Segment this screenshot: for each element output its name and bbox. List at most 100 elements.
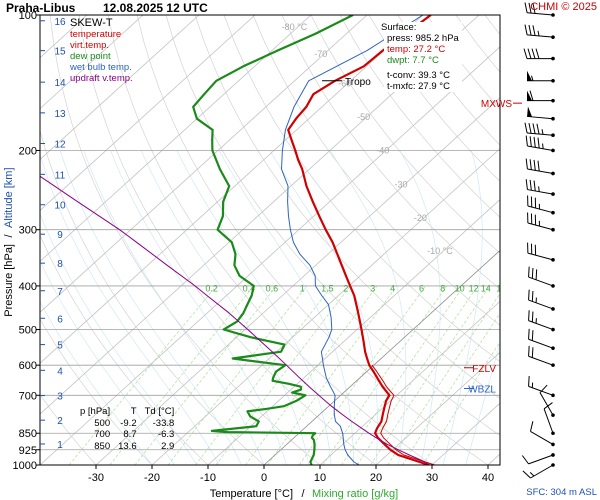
wind-barb-staff: [528, 320, 554, 331]
wind-barb-flag: [531, 330, 534, 341]
wind-barb-flag: [529, 90, 534, 101]
altitude-tick-label: 16: [54, 17, 66, 28]
wind-barb-flag: [524, 122, 528, 134]
chart-series-group: [40, 15, 435, 465]
wind-barb-flag: [528, 328, 530, 340]
table-row: 850 13.6 2.9: [76, 441, 178, 453]
wind-barb-pennant: [527, 90, 532, 101]
y-tick-label: 1000: [13, 460, 37, 472]
altitude-tick-label: 4: [57, 366, 63, 377]
mixing-ratio-label: 10: [455, 284, 465, 294]
table-cell: -9.2: [120, 417, 137, 429]
wind-barb-staff: [527, 115, 554, 120]
wind-barb-flag: [522, 470, 531, 479]
wind-barb-flag: [537, 137, 540, 149]
wind-barb: [523, 48, 555, 61]
wind-barb-flag: [543, 402, 553, 410]
wind-barb-flag: [529, 179, 532, 191]
table-header-pressure: p [hPa]: [80, 406, 111, 417]
wind-barb: [525, 135, 555, 153]
isotherm-line: [487, 453, 500, 465]
wind-barbs: [521, 2, 555, 479]
isotherm-line: [40, 15, 200, 161]
wind-barb-flag: [528, 24, 532, 36]
wind-barb-half-flag: [537, 30, 540, 37]
wind-barb-flag: [529, 136, 532, 147]
wind-barb-staff: [527, 12, 554, 16]
chart-tick-labels: -30 -20 -10 0 10 20 30 401002003004005006007008…: [13, 10, 495, 484]
surface-press: press: 985.2 hPa: [387, 33, 459, 44]
mixing-ratio-label: 12: [469, 284, 479, 294]
altitude-tick-label: 3: [57, 392, 63, 403]
isotherm-line: [40, 15, 144, 110]
wind-barb-flag: [528, 122, 532, 134]
isotherm-line: [40, 15, 368, 313]
x-tick-label: 30: [426, 472, 438, 484]
mixing-ratio-label: 14: [481, 284, 491, 294]
wind-barb-half-flag: [541, 129, 544, 135]
table-cell: -33.8: [152, 417, 175, 429]
altitude-tick-label: 14: [54, 78, 66, 89]
wind-barb-flag: [525, 135, 528, 147]
altitude-tick-label: 8: [57, 259, 63, 270]
mixing-ratio-line: [370, 285, 491, 465]
wind-barb-flag: [533, 159, 536, 171]
altitude-tick-label: 15: [54, 47, 66, 58]
table-cell: 700: [94, 429, 111, 440]
wind-barb-flag: [523, 48, 528, 59]
wind-barb: [543, 402, 555, 436]
legend-item-virt-temp: virt.temp.: [70, 40, 110, 51]
wind-barb-flag: [537, 160, 540, 172]
altitude-tick-label: 10: [54, 201, 66, 212]
dry-adiabat: [252, 15, 500, 326]
wind-barb: [527, 90, 555, 103]
mixing-ratio-label: 8: [440, 284, 445, 294]
isotherm-label: -50: [357, 112, 370, 122]
isotherm-label: -40: [376, 145, 389, 155]
altitude-tick-label: 13: [54, 109, 66, 120]
wind-barb-flag: [531, 347, 534, 358]
wind-barb-flag: [529, 159, 532, 170]
dry-adiabat: [514, 15, 600, 465]
table-cell: -6.3: [157, 429, 175, 440]
wind-barb: [539, 384, 555, 417]
virt-temp-line: [371, 364, 435, 465]
wind-barb-half-flag: [542, 143, 544, 149]
x-axis-label: Temperature [°C]: [210, 488, 293, 500]
dry-adiabat: [543, 15, 600, 465]
x-axis-label-mixing-ratio: Mixing ratio [g/kg]: [312, 488, 398, 500]
x-tick-label: 10: [314, 472, 326, 484]
isotherm-line: [207, 199, 500, 465]
surface-tmxfc: t-mxfc: 27.9 °C: [387, 81, 450, 92]
surface-temp: temp: 27.2 °C: [387, 44, 446, 55]
wind-barb-flag: [528, 2, 532, 14]
wind-barb-staff: [527, 205, 554, 214]
legend-item-updraft: updraft v.temp.: [70, 73, 133, 84]
wet-bulb-zero-label: WBZL: [468, 384, 496, 395]
mixing-ratio-label: 1: [300, 284, 305, 294]
table-header-temp: T: [130, 406, 137, 417]
mixing-ratio-label: 3: [370, 284, 375, 294]
wind-barb-staff: [527, 168, 554, 174]
wind-barb-staff: [528, 338, 554, 349]
wind-barb: [527, 212, 555, 232]
y-tick-label: 100: [19, 10, 37, 22]
mixing-ratio-label: 1.5: [321, 284, 334, 294]
y-tick-label: 600: [19, 360, 37, 372]
wind-barb-flag: [529, 421, 534, 432]
y-tick-label: 500: [19, 325, 37, 337]
x-tick-label: 20: [370, 472, 382, 484]
x-tick-label: 40: [482, 472, 494, 484]
mixing-ratio-label: 17: [496, 284, 506, 294]
dry-adiabat: [572, 15, 600, 465]
legend-item-dew-point: dew point: [70, 51, 111, 62]
wind-barb-staff: [539, 392, 554, 416]
y-tick-label: 925: [19, 445, 37, 457]
copyright-label: CHMI © 2025: [530, 1, 597, 13]
sounding-datetime: 12.08.2025 12 UTC: [103, 1, 208, 15]
y-tick-label: 400: [19, 281, 37, 293]
legend-item-wet-bulb: wet bulb temp.: [70, 62, 132, 73]
wind-barb-flag: [536, 123, 540, 135]
levels-table: p [hPa] T Td [°C] 500 -9.2 -33.8 700 8.7…: [76, 406, 178, 452]
wind-barb-flag: [539, 384, 548, 394]
